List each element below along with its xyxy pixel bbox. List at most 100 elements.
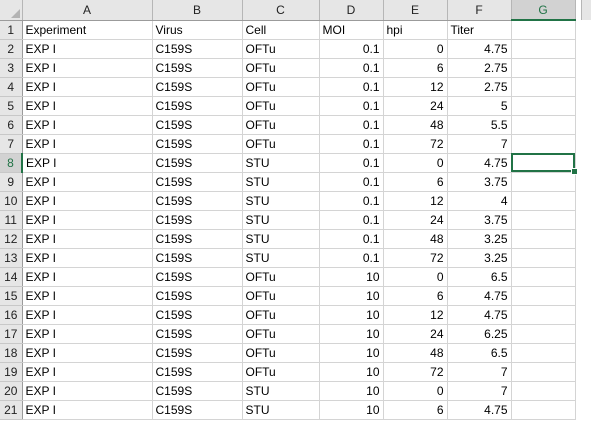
cell[interactable] [511, 191, 576, 211]
cell[interactable]: 12 [383, 305, 448, 325]
cell[interactable]: STU [242, 229, 320, 249]
cell[interactable]: C159S [152, 153, 243, 173]
cell[interactable]: 6.5 [447, 343, 512, 363]
cell[interactable]: 48 [383, 115, 448, 135]
cell[interactable] [511, 343, 576, 363]
cell[interactable] [511, 210, 576, 230]
column-header-g[interactable]: G [511, 0, 576, 21]
cell[interactable]: 0.1 [319, 172, 384, 192]
cell[interactable]: EXP I [22, 191, 153, 211]
cell[interactable]: 4.75 [447, 153, 512, 173]
row-header[interactable]: 21 [0, 400, 23, 420]
cell[interactable]: EXP I [22, 172, 153, 192]
cell[interactable]: C159S [152, 400, 243, 420]
cell[interactable]: 10 [319, 305, 384, 325]
cell[interactable] [511, 267, 576, 287]
cell[interactable] [511, 229, 576, 249]
cell[interactable]: 10 [319, 267, 384, 287]
cell[interactable]: C159S [152, 210, 243, 230]
cell[interactable]: 10 [319, 324, 384, 344]
column-header-b[interactable]: B [152, 0, 243, 21]
cell[interactable] [511, 286, 576, 306]
cell[interactable]: C159S [152, 191, 243, 211]
cell[interactable]: C159S [152, 286, 243, 306]
row-header[interactable]: 11 [0, 210, 23, 230]
cell[interactable]: 12 [383, 77, 448, 97]
cell[interactable]: 6 [383, 58, 448, 78]
cell[interactable]: 4.75 [447, 286, 512, 306]
cell[interactable]: STU [242, 210, 320, 230]
row-header[interactable]: 5 [0, 96, 23, 116]
cell[interactable]: OFTu [242, 77, 320, 97]
cell[interactable]: 7 [447, 381, 512, 401]
header-cell[interactable]: Cell [242, 20, 320, 40]
cell[interactable]: OFTu [242, 286, 320, 306]
cell[interactable]: C159S [152, 115, 243, 135]
cell[interactable]: 4.75 [447, 400, 512, 420]
cell[interactable]: EXP I [22, 286, 153, 306]
fill-handle[interactable] [571, 168, 578, 175]
cell[interactable]: 10 [319, 362, 384, 382]
cell[interactable]: OFTu [242, 115, 320, 135]
cell[interactable] [511, 324, 576, 344]
cell[interactable]: OFTu [242, 362, 320, 382]
cell[interactable]: STU [242, 191, 320, 211]
row-header[interactable]: 7 [0, 134, 23, 154]
cell[interactable]: 0.1 [319, 134, 384, 154]
cell[interactable]: 0.1 [319, 96, 384, 116]
header-cell[interactable]: MOI [319, 20, 384, 40]
cell[interactable]: 0 [383, 381, 448, 401]
cell[interactable]: C159S [152, 58, 243, 78]
cell[interactable]: EXP I [22, 248, 153, 268]
cell[interactable]: 0.1 [319, 191, 384, 211]
header-cell[interactable]: hpi [383, 20, 448, 40]
column-header-c[interactable]: C [242, 0, 320, 21]
row-header[interactable]: 4 [0, 77, 23, 97]
cell[interactable]: C159S [152, 134, 243, 154]
cell[interactable]: 0.1 [319, 39, 384, 59]
cell[interactable]: 2.75 [447, 77, 512, 97]
cell[interactable]: 10 [319, 381, 384, 401]
cell[interactable]: STU [242, 172, 320, 192]
cell[interactable]: 10 [319, 286, 384, 306]
cell[interactable] [511, 134, 576, 154]
cell[interactable]: EXP I [22, 305, 153, 325]
cell[interactable]: EXP I [22, 39, 153, 59]
column-header-f[interactable]: F [447, 0, 512, 21]
header-cell[interactable]: Virus [152, 20, 243, 40]
cell[interactable]: C159S [152, 39, 243, 59]
row-header[interactable]: 16 [0, 305, 23, 325]
cell[interactable]: C159S [152, 305, 243, 325]
cell[interactable]: 0 [383, 267, 448, 287]
cell[interactable]: 0.1 [319, 248, 384, 268]
row-header[interactable]: 1 [0, 20, 23, 40]
row-header[interactable]: 10 [0, 191, 23, 211]
selected-cell[interactable] [511, 153, 576, 173]
cell[interactable]: EXP I [22, 58, 153, 78]
row-header[interactable]: 6 [0, 115, 23, 135]
cell[interactable] [511, 305, 576, 325]
select-all-button[interactable] [0, 0, 23, 21]
cell[interactable]: 0 [383, 153, 448, 173]
cell[interactable]: EXP I [22, 77, 153, 97]
cell[interactable]: 10 [319, 400, 384, 420]
cell[interactable]: 6.25 [447, 324, 512, 344]
row-header[interactable]: 2 [0, 39, 23, 59]
cell[interactable]: OFTu [242, 324, 320, 344]
cell[interactable]: 6 [383, 286, 448, 306]
cell[interactable] [511, 248, 576, 268]
cell[interactable] [511, 96, 576, 116]
cell[interactable]: OFTu [242, 96, 320, 116]
cell[interactable]: C159S [152, 172, 243, 192]
header-cell[interactable]: Titer [447, 20, 512, 40]
cell[interactable]: C159S [152, 381, 243, 401]
cell[interactable]: 12 [383, 191, 448, 211]
cell[interactable]: 5.5 [447, 115, 512, 135]
cell[interactable]: C159S [152, 267, 243, 287]
row-header[interactable]: 14 [0, 267, 23, 287]
cell[interactable]: C159S [152, 229, 243, 249]
cell[interactable]: 0.1 [319, 210, 384, 230]
cell[interactable]: 7 [447, 362, 512, 382]
cell[interactable]: 6 [383, 172, 448, 192]
cell[interactable]: 10 [319, 343, 384, 363]
